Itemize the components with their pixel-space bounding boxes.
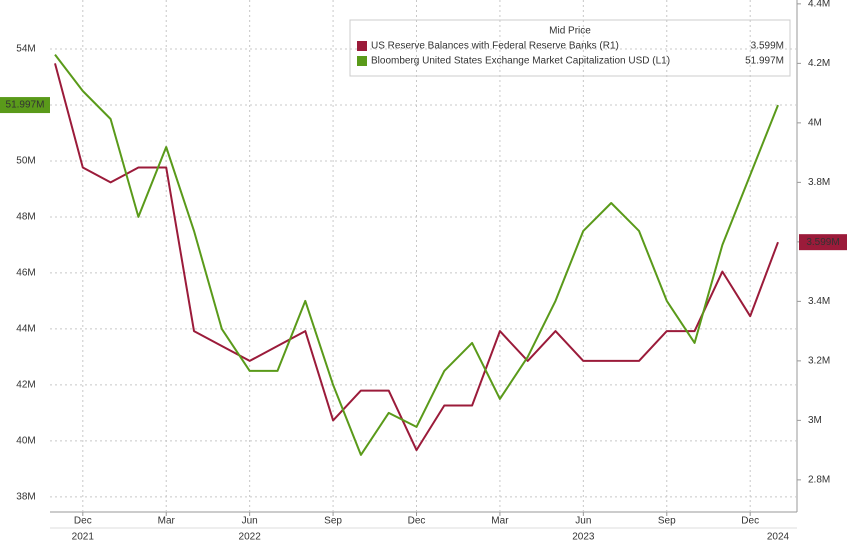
series-line	[54, 63, 779, 452]
y-tick-label: 42M	[16, 380, 35, 391]
legend-label: Bloomberg United States Exchange Market …	[371, 56, 670, 67]
legend-value: 3.599M	[751, 41, 784, 52]
legend-value: 51.997M	[745, 56, 784, 67]
y-tick-label: 48M	[16, 212, 35, 223]
y-tick-label: 38M	[16, 492, 35, 503]
y2-tick-label: 2.8M	[808, 475, 830, 486]
legend-box	[349, 19, 791, 77]
x-tick-label: Sep	[658, 516, 676, 527]
y2-tick-label: 3.4M	[808, 296, 830, 307]
legend-swatch	[357, 41, 367, 51]
x-tick-label: Sep	[324, 516, 342, 527]
y-tick-label: 50M	[16, 156, 35, 167]
x-tick-label: Dec	[408, 516, 426, 527]
x-tick-label: Dec	[74, 516, 92, 527]
year-label: 2024	[767, 532, 790, 543]
y-tick-label: 54M	[16, 44, 35, 55]
legend-title: Mid Price	[549, 26, 591, 37]
y2-tick-label: 4.4M	[808, 0, 830, 10]
y-tick-label: 46M	[16, 268, 35, 279]
y2-tick-label: 3.2M	[808, 356, 830, 367]
y2-tick-label: 3.8M	[808, 177, 830, 188]
last-value-box	[0, 97, 50, 114]
x-tick-label: Mar	[158, 516, 176, 527]
x-tick-label: Jun	[575, 516, 591, 527]
last-value-label: 3.599M	[806, 237, 839, 248]
y2-tick-label: 3M	[808, 415, 822, 426]
y2-tick-label: 4M	[808, 118, 822, 129]
y-tick-label: 40M	[16, 436, 35, 447]
x-tick-label: Mar	[491, 516, 509, 527]
x-tick-label: Dec	[741, 516, 759, 527]
year-label: 2022	[239, 532, 262, 543]
y-tick-label: 44M	[16, 324, 35, 335]
last-value-label: 51.997M	[6, 100, 45, 111]
last-value-box	[799, 234, 847, 251]
x-tick-label: Jun	[242, 516, 258, 527]
year-label: 2021	[72, 532, 95, 543]
legend-swatch	[357, 56, 367, 66]
legend-label: US Reserve Balances with Federal Reserve…	[371, 41, 619, 52]
y2-tick-label: 4.2M	[808, 58, 830, 69]
year-label: 2023	[572, 532, 595, 543]
series-line	[54, 53, 779, 456]
